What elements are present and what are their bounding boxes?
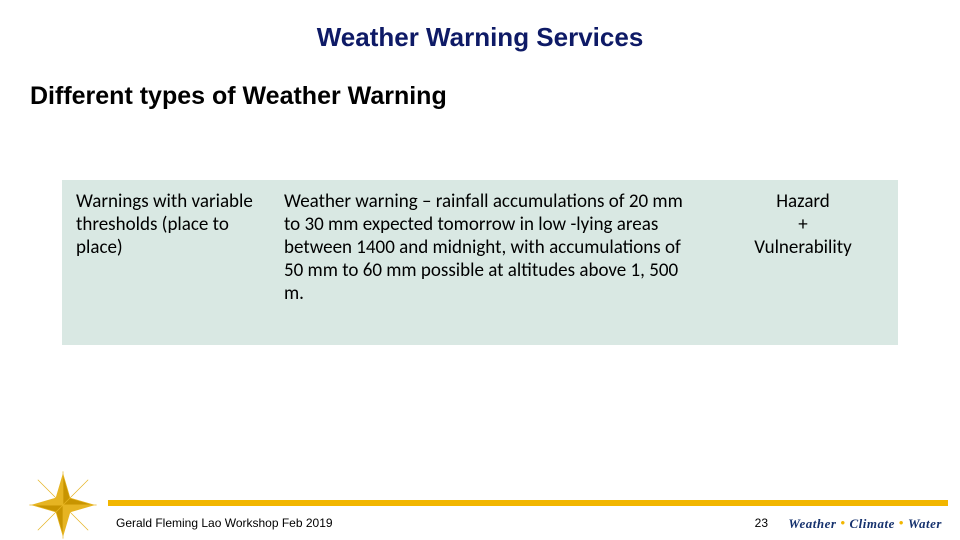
dot-icon: •: [840, 515, 845, 530]
brand-water: Water: [908, 516, 942, 531]
dot-icon: •: [899, 515, 904, 530]
brand-tagline: Weather • Climate • Water: [788, 516, 942, 532]
cell-category: Hazard + Vulnerability: [708, 180, 898, 345]
brand-weather: Weather: [788, 516, 836, 531]
table-row: Warnings with variable thresholds (place…: [62, 180, 898, 345]
brand-climate: Climate: [850, 516, 895, 531]
page-title: Weather Warning Services: [0, 22, 960, 53]
compass-icon: [28, 470, 98, 540]
subtitle: Different types of Weather Warning: [30, 82, 447, 111]
slide: Weather Warning Services Different types…: [0, 0, 960, 540]
hazard-label: Hazard: [722, 190, 884, 213]
page-number: 23: [755, 516, 768, 530]
content-table: Warnings with variable thresholds (place…: [62, 180, 898, 345]
cell-type: Warnings with variable thresholds (place…: [62, 180, 270, 345]
warning-table: Warnings with variable thresholds (place…: [62, 180, 898, 345]
subtitle-text: Different types of Weather Warning: [30, 82, 447, 110]
footer-divider: [108, 500, 948, 506]
vulnerability-label: Vulnerability: [722, 236, 884, 259]
plus-symbol: +: [722, 213, 884, 236]
title-text: Weather Warning Services: [317, 22, 644, 52]
cell-description: Weather warning – rainfall accumulations…: [270, 180, 708, 345]
footer-text: Gerald Fleming Lao Workshop Feb 2019: [116, 516, 333, 530]
